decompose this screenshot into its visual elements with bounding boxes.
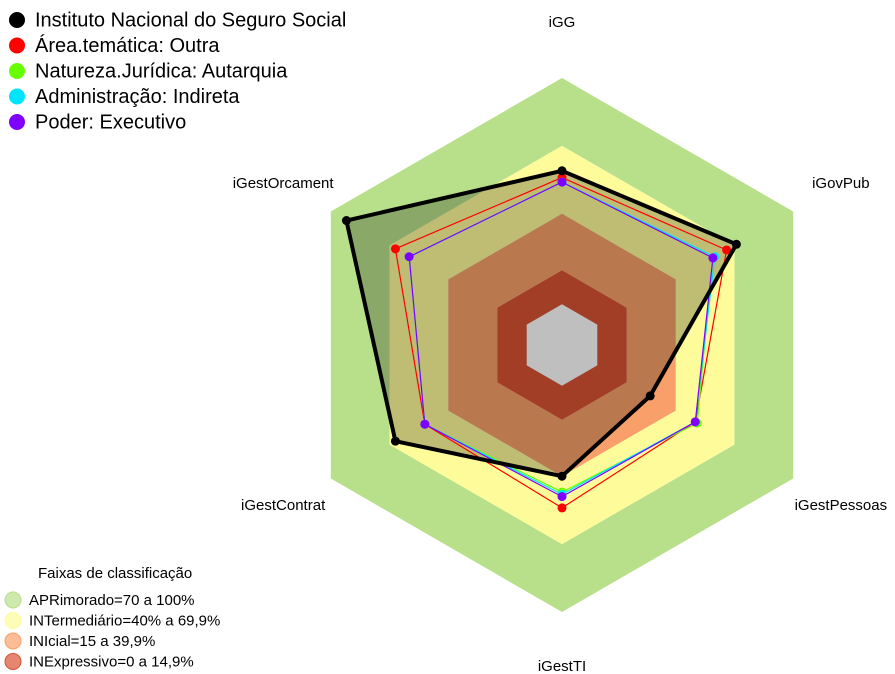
band-legend-marker — [4, 612, 22, 629]
axis-label: iGestOrcament — [233, 175, 335, 192]
series-point — [557, 177, 567, 187]
band-legend-marker — [4, 632, 22, 650]
band — [448, 213, 676, 477]
legend-label: Instituto Nacional do Seguro Social — [35, 9, 346, 31]
series-point — [557, 471, 567, 481]
legend-marker — [9, 37, 25, 54]
series-point — [690, 417, 700, 427]
series-point — [390, 244, 400, 254]
series-point — [557, 503, 567, 513]
band-legend-label: INTermediário=40% a 69,9% — [29, 612, 220, 629]
band — [330, 78, 794, 612]
series-point — [708, 253, 718, 263]
band-legend-label: INIcial=15 a 39,9% — [29, 633, 155, 650]
series-point — [390, 436, 400, 446]
axis-label: iGovPub — [812, 175, 870, 192]
axis-label: iGestTI — [538, 658, 586, 674]
band — [389, 145, 735, 545]
series-point — [420, 419, 430, 429]
axis-label: iGestContrat — [241, 497, 326, 514]
legend-marker — [9, 114, 25, 130]
series-point — [557, 166, 567, 176]
series-point — [731, 239, 741, 249]
series-point — [557, 492, 567, 502]
band — [497, 270, 627, 420]
legend-marker — [9, 88, 25, 105]
legend-label: Poder: Executivo — [35, 111, 186, 133]
legend-label: Natureza.Jurídica: Autarquia — [35, 60, 288, 82]
axis-label: iGestPessoas — [795, 497, 888, 514]
band-legend-marker — [4, 653, 22, 670]
band-legend-label: INExpressivo=0 a 14,9% — [29, 653, 194, 670]
series-point — [645, 391, 655, 401]
band-legend-title: Faixas de classificação — [38, 565, 192, 582]
legend-label: Administração: Indireta — [35, 86, 240, 108]
band-legend-marker — [4, 591, 22, 609]
series-point — [404, 252, 414, 262]
band-legend-label: APRimorado=70 a 100% — [29, 592, 195, 609]
legend-marker — [9, 63, 25, 79]
legend-label: Área.temática: Outra — [35, 34, 220, 57]
series-area — [346, 170, 737, 477]
series-point — [722, 245, 732, 255]
axis-label: iGG — [549, 14, 576, 31]
series-point — [341, 216, 351, 226]
legend-marker — [9, 12, 25, 28]
